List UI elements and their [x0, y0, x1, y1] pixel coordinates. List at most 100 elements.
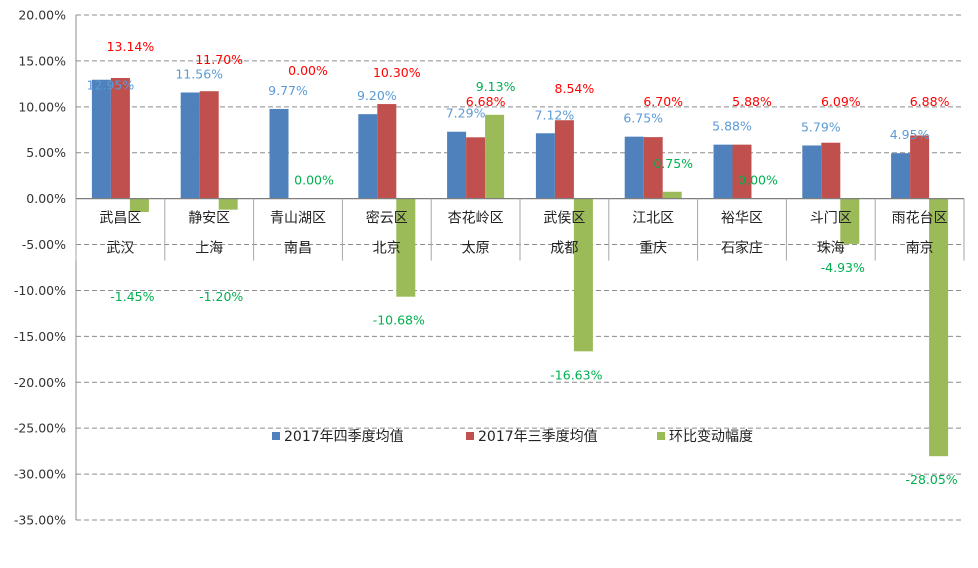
legend-item: 2017年三季度均值 [466, 429, 598, 445]
axes [75, 15, 965, 520]
category-label-district: 青山湖区 [270, 211, 326, 227]
data-label: 8.54% [555, 81, 595, 96]
data-label: 9.13% [476, 79, 516, 94]
data-label: 9.77% [268, 83, 308, 98]
data-label: -10.68% [373, 313, 425, 328]
category-label-district: 密云区 [366, 210, 408, 227]
data-label: 11.56% [175, 66, 223, 81]
category-label-city: 太原 [462, 241, 490, 257]
bar [713, 144, 733, 199]
data-label: -1.20% [199, 289, 243, 304]
bar [554, 120, 574, 199]
category-label-city: 石家庄 [721, 240, 763, 257]
bar [821, 142, 841, 199]
bar [624, 136, 644, 199]
bar [269, 108, 289, 199]
y-tick-label: -35.00% [14, 513, 66, 528]
y-tick-label: -30.00% [14, 467, 66, 482]
data-label: -28.05% [906, 472, 958, 487]
y-axis-ticks: 20.00% 15.00% 10.00% 5.00% 0.00% -5.00% -10.00… [14, 8, 66, 528]
y-tick-label: -20.00% [14, 375, 66, 390]
category-label-city: 南京 [906, 241, 934, 257]
bar [643, 137, 663, 199]
bar [199, 91, 219, 199]
data-label: 0.75% [653, 156, 693, 171]
bar [447, 131, 467, 199]
category-label-city: 武汉 [106, 241, 134, 257]
category-label-district: 武昌区 [99, 211, 141, 227]
data-label: 4.95% [890, 127, 930, 142]
data-label: 5.79% [801, 119, 841, 134]
data-label: 6.70% [643, 94, 683, 109]
legend-item: 2017年四季度均值 [272, 429, 404, 445]
y-tick-label: -10.00% [14, 283, 66, 298]
data-label: 0.00% [294, 173, 334, 188]
bar [485, 114, 505, 199]
y-tick-label: 15.00% [18, 53, 66, 68]
legend: 2017年四季度均值 2017年三季度均值 环比变动幅度 [272, 429, 753, 445]
bar [180, 92, 200, 199]
bar [218, 198, 238, 210]
category-label-city: 珠海 [817, 241, 845, 257]
data-label: 5.88% [732, 94, 772, 109]
bar [910, 135, 930, 199]
data-label: 6.09% [821, 94, 861, 109]
legend-label: 2017年三季度均值 [478, 429, 598, 445]
category-label-district: 裕华区 [721, 211, 763, 227]
y-tick-label: -5.00% [22, 237, 66, 252]
data-label: 7.29% [446, 106, 486, 121]
category-label-district: 静安区 [188, 211, 230, 227]
bar [91, 79, 111, 199]
data-label: 6.75% [623, 111, 663, 126]
bars [91, 77, 949, 457]
bar [535, 133, 555, 199]
y-tick-label: 5.00% [26, 145, 66, 160]
data-label: -16.63% [550, 367, 602, 382]
y-tick-label: 10.00% [18, 99, 66, 114]
data-label: 7.12% [535, 107, 575, 122]
data-label: 6.88% [910, 94, 950, 109]
bar [929, 198, 949, 457]
y-tick-label: -15.00% [14, 329, 66, 344]
bar [110, 77, 130, 199]
category-label-city: 北京 [373, 241, 401, 257]
data-label: 5.88% [712, 119, 752, 134]
bar [662, 191, 682, 199]
data-label: 0.00% [738, 173, 778, 188]
legend-swatch [272, 432, 280, 440]
data-label: -1.45% [110, 289, 154, 304]
data-label: 10.30% [373, 65, 421, 80]
data-label: 11.70% [195, 52, 243, 67]
bar [891, 153, 911, 199]
category-label-district: 江北区 [632, 211, 674, 227]
legend-item: 环比变动幅度 [657, 429, 753, 445]
bar [840, 198, 860, 244]
category-label-district: 斗门区 [810, 211, 852, 227]
category-label-district: 雨花台区 [892, 211, 948, 227]
legend-label: 2017年四季度均值 [284, 429, 404, 445]
category-label-city: 上海 [195, 241, 223, 257]
bar [377, 104, 397, 199]
category-label-city: 南昌 [284, 241, 312, 257]
legend-swatch [466, 432, 474, 440]
data-labels: 12.95% 13.14% -1.45% 11.56%11.70% -1.20% 9.77… [87, 39, 958, 487]
category-label-district: 杏花岭区 [448, 211, 504, 227]
bar [466, 137, 486, 199]
legend-label: 环比变动幅度 [669, 429, 753, 445]
y-tick-label: -25.00% [14, 421, 66, 436]
category-label-city: 重庆 [639, 241, 667, 257]
data-label: 13.14% [107, 39, 155, 54]
bar [396, 198, 416, 297]
data-label: 12.95% [87, 78, 135, 93]
category-label-district: 武侯区 [543, 211, 585, 227]
data-label: 9.20% [357, 88, 397, 103]
bar [573, 198, 593, 352]
legend-swatch [657, 432, 665, 440]
data-label: -4.93% [821, 260, 865, 275]
bar [732, 144, 752, 199]
y-tick-label: 0.00% [26, 191, 66, 206]
bar [129, 198, 149, 212]
data-label: 0.00% [288, 63, 328, 78]
bar [802, 145, 822, 199]
